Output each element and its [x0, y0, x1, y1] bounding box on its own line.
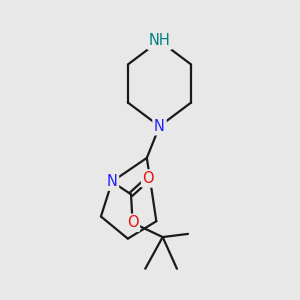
- Text: N: N: [106, 174, 117, 189]
- Text: N: N: [154, 119, 165, 134]
- Text: O: O: [127, 215, 138, 230]
- Text: NH: NH: [148, 33, 170, 48]
- Text: O: O: [142, 171, 154, 186]
